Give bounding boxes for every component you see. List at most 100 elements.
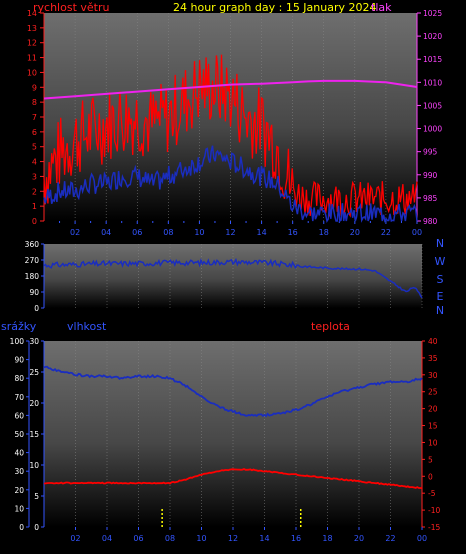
wind-x-axis: 02 04 06 08 10 12 14 16 18 20 22 00 bbox=[59, 221, 422, 237]
humidity-x-tick-label: 16 bbox=[291, 534, 301, 543]
direction-tick-label: 90 bbox=[29, 288, 39, 297]
temperature-tick-label: 10 bbox=[428, 438, 438, 447]
humidity-label: vlhkost bbox=[67, 320, 107, 333]
wind-tick-label: 1 bbox=[32, 202, 37, 211]
temperature-tick-label: 0 bbox=[428, 472, 433, 481]
rain-tick-label: 15 bbox=[29, 430, 39, 439]
pressure-tick-label: 1010 bbox=[423, 78, 442, 87]
temperature-tick-label: 5 bbox=[428, 455, 433, 464]
humidity-x-tick-label: 10 bbox=[196, 534, 206, 543]
wind-tick-label: 9 bbox=[32, 83, 37, 92]
wind-average-line bbox=[43, 145, 418, 223]
humidity-axis: 0 10 20 30 40 50 60 70 80 90 100 bbox=[10, 337, 30, 532]
humidity-tick-label: 50 bbox=[14, 430, 24, 439]
wind-x-tick-label: 18 bbox=[319, 228, 329, 237]
wind-x-tick-label: 10 bbox=[194, 228, 204, 237]
humidity-tick-label: 10 bbox=[14, 504, 24, 513]
rain-axis: 0 5 10 15 20 25 30 bbox=[29, 337, 45, 532]
temperature-line bbox=[43, 468, 423, 489]
wind-tick-label: 0 bbox=[32, 217, 37, 226]
rain-tick-label: 30 bbox=[29, 337, 39, 346]
humidity-x-tick-label: 00 bbox=[417, 534, 427, 543]
wind-tick-label: 10 bbox=[27, 68, 37, 77]
pressure-line bbox=[43, 79, 418, 100]
humidity-tick-label: 90 bbox=[14, 356, 24, 365]
temperature-tick-label: -10 bbox=[428, 506, 440, 515]
humidity-tick-label: 30 bbox=[14, 467, 24, 476]
wind-x-tick-label: 14 bbox=[256, 228, 266, 237]
humidity-tick-label: 60 bbox=[14, 411, 24, 420]
pressure-tick-label: 1000 bbox=[423, 125, 442, 134]
direction-tick-label: 0 bbox=[34, 304, 39, 313]
pressure-tick-label: 1005 bbox=[423, 101, 442, 110]
compass-label: E bbox=[437, 290, 444, 303]
humidity-tick-label: 70 bbox=[14, 393, 24, 402]
direction-plot-area bbox=[44, 244, 422, 308]
humidity-tick-label: 20 bbox=[14, 486, 24, 495]
rain-tick-label: 10 bbox=[29, 461, 39, 470]
wind-tick-label: 5 bbox=[32, 143, 37, 152]
wind-x-tick-label: 00 bbox=[412, 228, 422, 237]
temperature-tick-label: 30 bbox=[428, 371, 438, 380]
wind-tick-label: 6 bbox=[32, 128, 37, 137]
humidity-tick-label: 0 bbox=[19, 523, 24, 532]
wind-x-tick-label: 22 bbox=[381, 228, 391, 237]
temperature-tick-label: 20 bbox=[428, 405, 438, 414]
compass-label: N bbox=[436, 237, 444, 250]
wind-tick-label: 2 bbox=[32, 187, 37, 196]
direction-tick-label: 270 bbox=[25, 256, 40, 265]
temperature-tick-label: 40 bbox=[428, 337, 438, 346]
wind-x-tick-label: 12 bbox=[225, 228, 235, 237]
wind-x-tick-label: 06 bbox=[132, 228, 142, 237]
wind-x-tick-label: 16 bbox=[288, 228, 298, 237]
wind-x-tick-label: 20 bbox=[350, 228, 360, 237]
humidity-line bbox=[43, 365, 423, 418]
wind-gust-line bbox=[43, 54, 418, 218]
wind-tick-label: 14 bbox=[27, 9, 37, 18]
wind-x-tick-label: 02 bbox=[70, 228, 80, 237]
temperature-label: teplota bbox=[311, 320, 350, 333]
humidity-x-tick-label: 06 bbox=[133, 534, 143, 543]
wind-x-tick-label: 04 bbox=[101, 228, 111, 237]
humidity-x-tick-label: 12 bbox=[228, 534, 238, 543]
compass-label: S bbox=[437, 273, 444, 286]
temperature-axis: -15 -10 -5 0 5 10 15 20 25 30 35 40 bbox=[421, 337, 440, 532]
temperature-tick-label: -5 bbox=[428, 489, 436, 498]
humidity-tick-label: 80 bbox=[14, 374, 24, 383]
compass-label: W bbox=[435, 255, 446, 268]
wind-tick-label: 11 bbox=[27, 54, 37, 63]
rain-tick-label: 25 bbox=[29, 368, 39, 377]
humidity-x-tick-label: 02 bbox=[70, 534, 80, 543]
humidity-x-tick-label: 14 bbox=[259, 534, 269, 543]
humidity-tick-label: 40 bbox=[14, 449, 24, 458]
humidity-tick-label: 100 bbox=[10, 337, 25, 346]
pressure-tick-label: 1020 bbox=[423, 32, 442, 41]
wind-series bbox=[43, 54, 418, 223]
direction-series bbox=[43, 257, 423, 299]
pressure-label: tlak bbox=[371, 1, 392, 14]
direction-axis-left: 0 90 180 270 360 bbox=[25, 240, 45, 313]
rain-tick-label: 20 bbox=[29, 399, 39, 408]
humidity-x-tick-label: 20 bbox=[354, 534, 364, 543]
wind-tick-label: 3 bbox=[32, 172, 37, 181]
temperature-tick-label: 35 bbox=[428, 354, 438, 363]
pressure-tick-label: 990 bbox=[423, 171, 438, 180]
humidity-x-tick-label: 08 bbox=[165, 534, 175, 543]
pressure-tick-label: 1015 bbox=[423, 55, 442, 64]
humidity-x-axis: 02 04 06 08 10 12 14 16 18 20 22 00 bbox=[70, 527, 427, 543]
temperature-tick-label: 25 bbox=[428, 388, 438, 397]
direction-line bbox=[43, 257, 423, 299]
pressure-tick-label: 995 bbox=[423, 148, 438, 157]
pressure-tick-label: 1025 bbox=[423, 9, 442, 18]
humidity-series bbox=[43, 365, 423, 527]
wind-tick-label: 8 bbox=[32, 98, 37, 107]
rain-label: srážky bbox=[1, 320, 37, 333]
humidity-x-tick-label: 18 bbox=[322, 534, 332, 543]
pressure-tick-label: 980 bbox=[423, 217, 438, 226]
wind-tick-label: 7 bbox=[32, 113, 37, 122]
wind-tick-label: 4 bbox=[32, 158, 37, 167]
